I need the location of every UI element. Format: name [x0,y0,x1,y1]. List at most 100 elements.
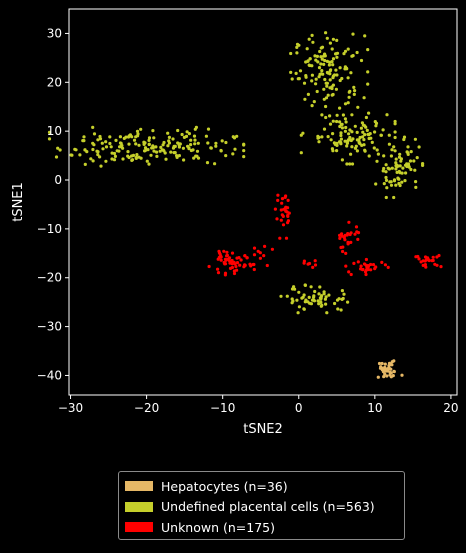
data-point [295,45,299,50]
data-point [331,37,335,41]
data-point [323,58,327,63]
data-point [349,138,353,143]
data-point [296,311,300,315]
data-point [73,147,77,151]
data-point [136,132,140,136]
data-point [340,289,344,293]
data-point [350,130,354,134]
y-tick-label: −30 [37,320,62,334]
data-point [313,263,318,267]
data-point [303,283,307,287]
data-point [278,236,282,240]
data-point [359,264,363,268]
legend-item-unknown: Unknown (n=175) [125,517,398,538]
data-point [155,150,159,154]
data-point [382,154,386,158]
data-point [344,251,348,255]
data-point [389,183,394,187]
data-point [401,166,405,170]
y-tick-label: −10 [37,222,62,236]
data-point [415,156,419,160]
data-point [289,70,293,74]
data-point [233,262,237,266]
data-point [356,237,360,241]
data-point [380,260,384,264]
data-point [149,153,153,157]
data-point [317,140,321,144]
data-point [390,360,394,364]
data-point [387,366,391,370]
data-point [222,249,226,253]
data-point [317,66,322,70]
data-point [245,256,249,260]
data-point [223,271,228,275]
data-point [56,146,60,150]
data-point [381,370,385,374]
data-point [302,81,307,85]
data-point [382,166,386,171]
data-point [219,149,223,153]
data-point [82,135,86,139]
data-point [70,153,74,157]
data-point [177,154,181,158]
data-point [359,58,364,63]
data-point [155,154,159,158]
data-point [346,232,350,236]
data-point [366,267,370,272]
legend-label-hepatocytes: Hepatocytes (n=36) [161,478,288,494]
data-point [365,128,369,132]
data-point [331,132,335,136]
data-point [235,261,240,265]
data-point [361,267,365,272]
data-point [180,132,184,137]
data-point [349,152,353,156]
data-point [108,141,112,146]
data-point [392,195,396,200]
data-point [405,150,409,154]
data-point [228,261,232,265]
data-point [343,139,347,143]
data-point [357,138,361,142]
data-point [335,73,339,77]
data-point [350,113,354,117]
data-point [320,69,324,73]
data-point [346,138,350,142]
data-point [335,55,339,59]
data-point [390,166,394,170]
data-point [322,290,326,294]
data-point [252,253,257,257]
data-point [286,214,290,218]
data-point [248,262,252,266]
data-point [189,148,193,153]
data-point [306,92,310,96]
data-point [224,140,228,145]
data-point [343,49,348,53]
data-point [325,311,329,315]
data-point [342,52,346,56]
data-point [400,373,404,377]
data-point [409,150,413,154]
data-point [379,133,383,137]
data-point [327,293,331,297]
data-point [389,180,393,184]
x-tick-label: −20 [134,401,159,415]
data-point [132,138,137,142]
data-point [319,55,323,59]
data-point [273,207,277,211]
data-point [147,162,151,166]
data-point [252,267,256,272]
data-point [404,171,408,175]
data-point [310,33,314,38]
data-point [366,264,370,268]
data-point [137,143,141,147]
data-point [394,167,398,171]
data-point [279,218,283,222]
data-point [194,125,198,129]
data-point [286,198,290,202]
data-point [89,157,93,161]
data-point [292,285,296,289]
data-point [363,34,367,38]
data-point [369,136,373,140]
data-point [409,167,413,172]
